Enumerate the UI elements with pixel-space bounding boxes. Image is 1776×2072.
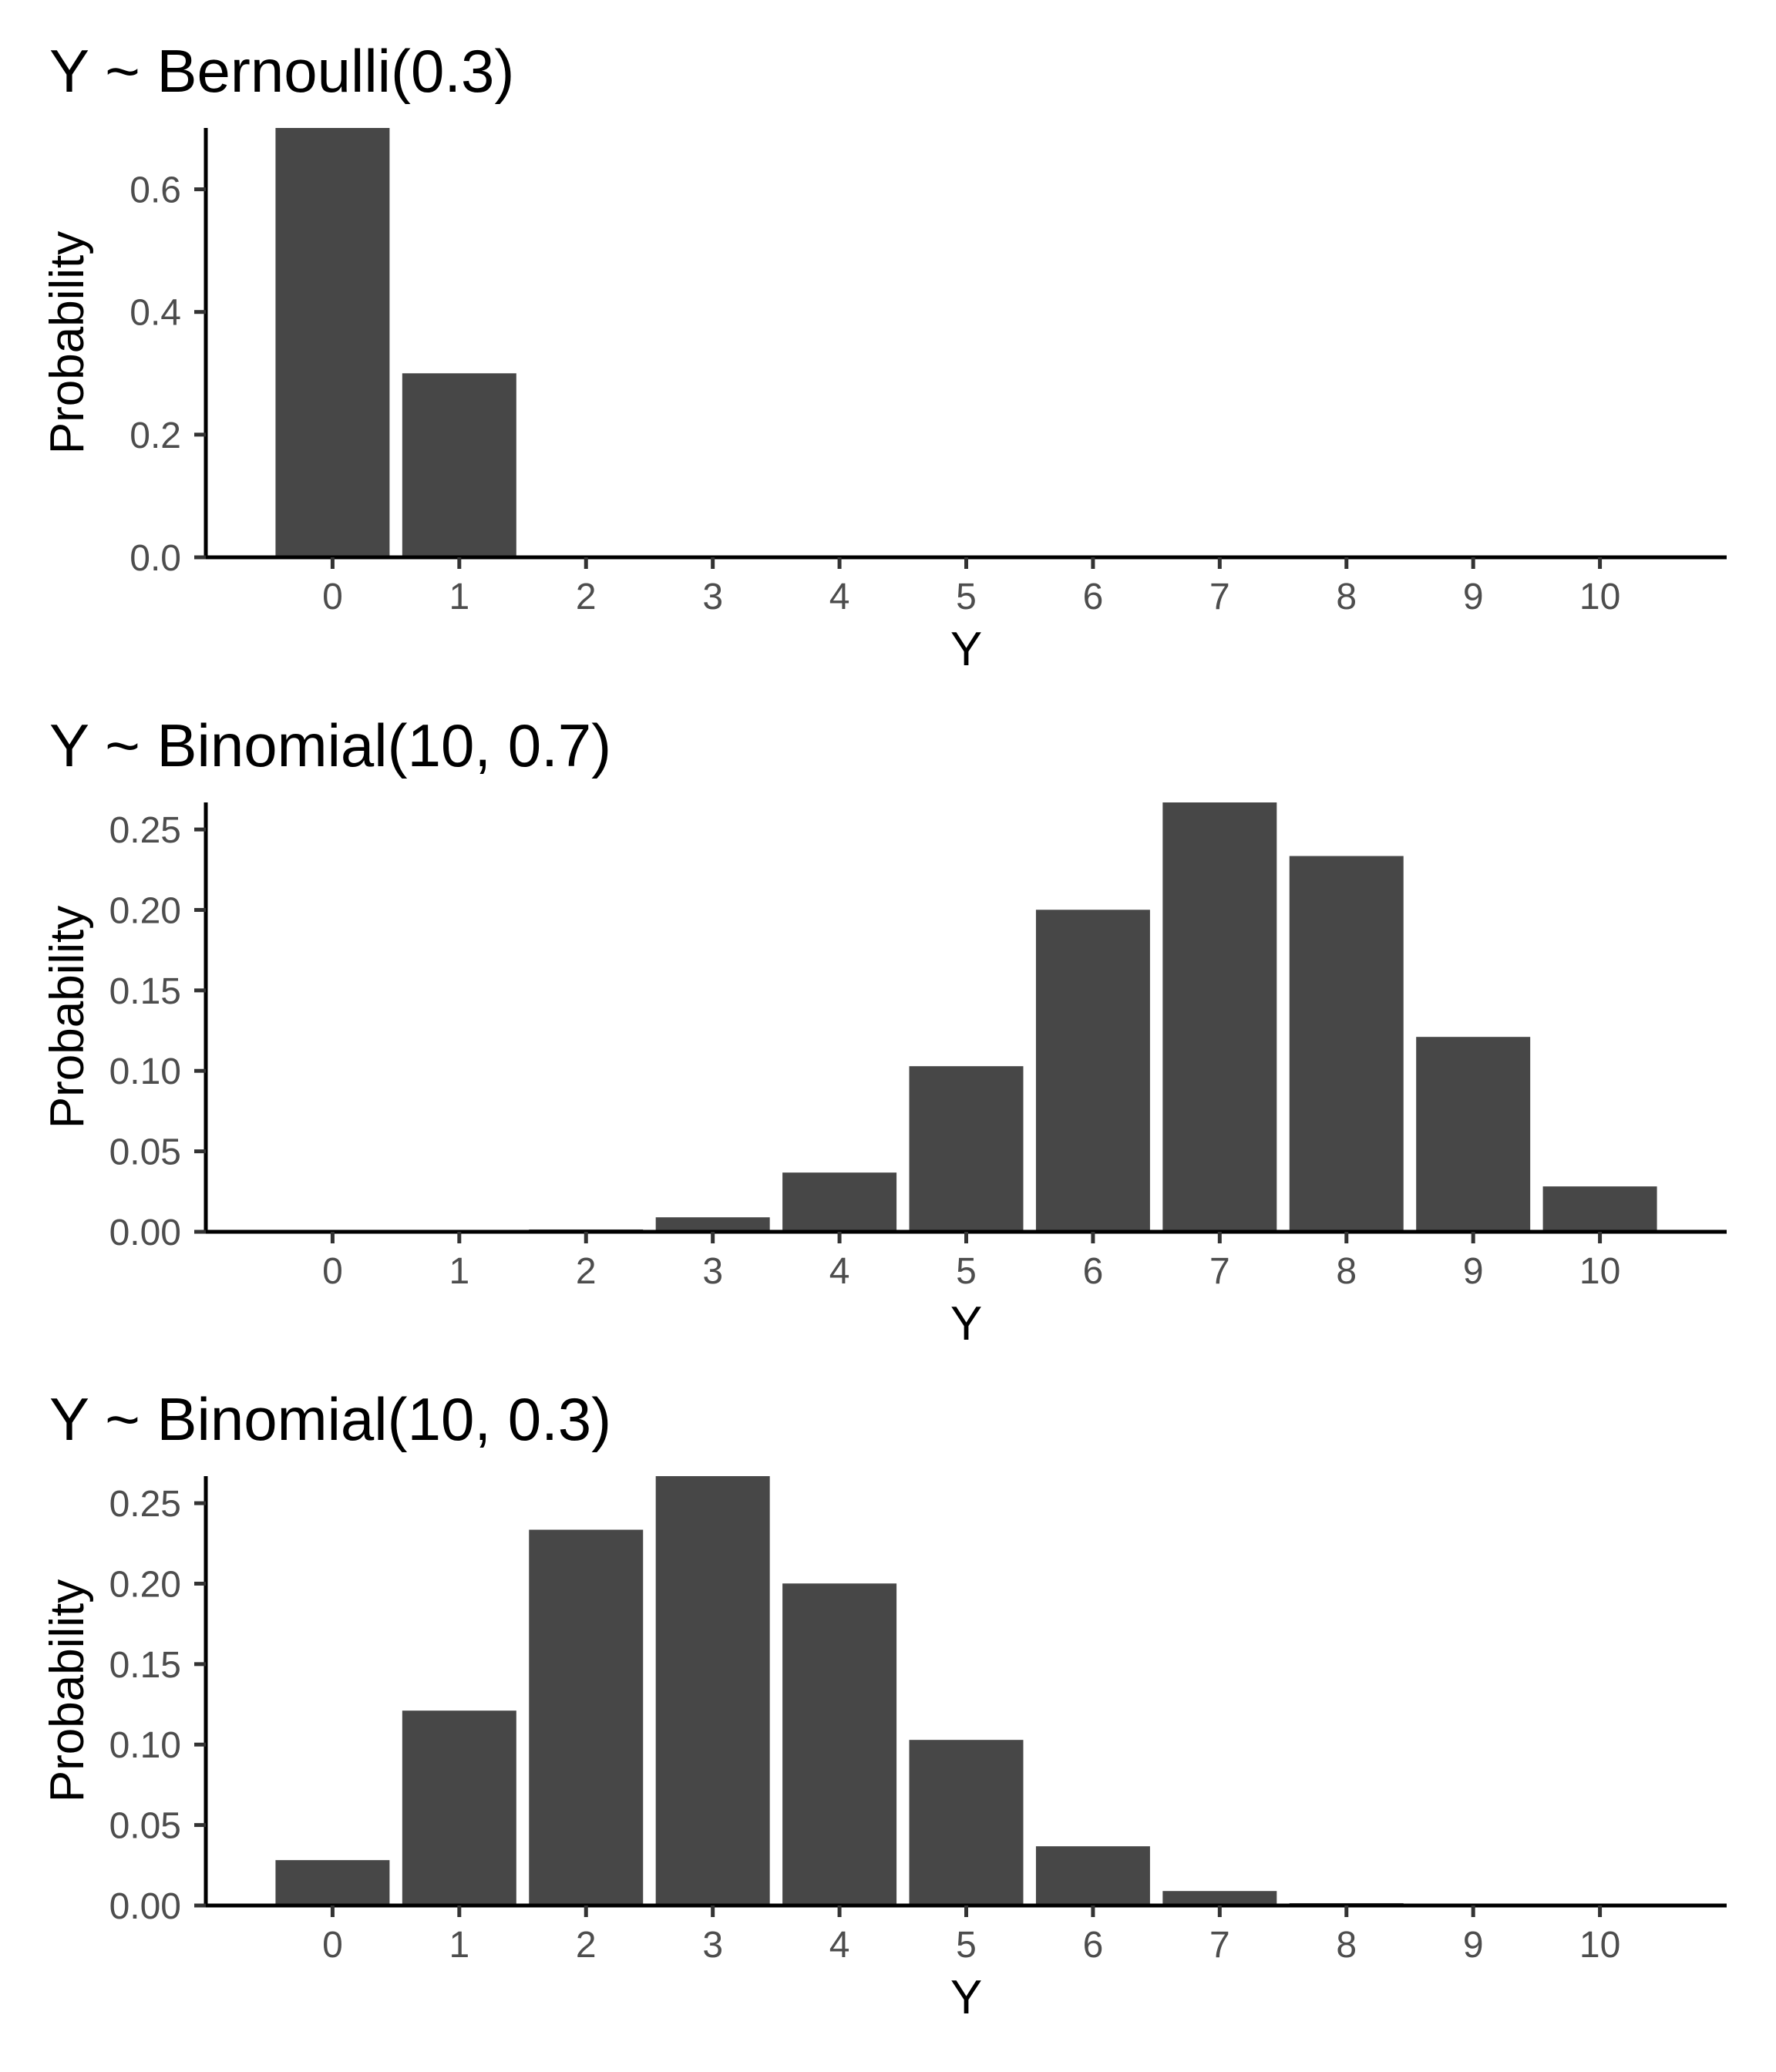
bar-3 [655, 1217, 770, 1232]
y-tick-label: 0.00 [109, 1886, 181, 1927]
bar-7 [1162, 1891, 1277, 1906]
bar-3 [655, 1476, 770, 1906]
bar-1 [402, 373, 516, 557]
x-tick-label: 5 [956, 577, 977, 617]
y-tick-label: 0.15 [109, 971, 181, 1012]
x-tick-label: 1 [449, 1251, 469, 1292]
bar-5 [909, 1740, 1024, 1906]
y-tick-label: 0.6 [130, 170, 181, 211]
panel-title: Y ~ Binomial(10, 0.3) [49, 1385, 611, 1453]
axes: 0.0 0.2 0.4 0.6 0 1 2 3 4 5 6 7 8 9 10 [130, 128, 1727, 617]
y-tick-label: 0.15 [109, 1645, 181, 1686]
x-tick-label: 10 [1579, 577, 1620, 617]
x-tick-label: 3 [702, 1251, 723, 1292]
panel-title: Y ~ Binomial(10, 0.7) [49, 711, 611, 779]
bar-5 [909, 1066, 1024, 1232]
bar-6 [1035, 910, 1150, 1232]
y-tick-label: 0.4 [130, 293, 181, 334]
bar-4 [782, 1583, 897, 1906]
bar-9 [1416, 1037, 1531, 1232]
x-tick-label: 0 [322, 1925, 343, 1966]
x-tick-label: 7 [1209, 1251, 1230, 1292]
bar-1 [402, 1710, 516, 1906]
x-tick-label: 9 [1463, 577, 1484, 617]
bars [275, 128, 516, 557]
bar-2 [529, 1529, 644, 1906]
y-axis-title: Probability [41, 906, 94, 1128]
y-tick-label: 0.20 [109, 1564, 181, 1605]
bars [275, 1476, 1657, 1906]
bars [275, 802, 1657, 1232]
bar-4 [782, 1172, 897, 1232]
x-tick-label: 4 [829, 1925, 850, 1966]
x-tick-label: 5 [956, 1925, 977, 1966]
x-tick-label: 9 [1463, 1925, 1484, 1966]
x-tick-label: 1 [449, 577, 469, 617]
axes: 0.00 0.05 0.10 0.15 0.20 0.25 0 1 2 3 4 5 6 7 8 9 10 [109, 1476, 1727, 1966]
x-tick-label: 9 [1463, 1251, 1484, 1292]
panel-bernoulli: Y ~ Bernoulli(0.3) Probability Y 0.00.20… [41, 37, 1727, 676]
x-tick-label: 6 [1083, 1925, 1104, 1966]
x-tick-label: 7 [1209, 1925, 1230, 1966]
panel-title: Y ~ Bernoulli(0.3) [49, 37, 514, 105]
x-tick-label: 5 [956, 1251, 977, 1292]
bar-7 [1162, 802, 1277, 1232]
x-tick-label: 8 [1336, 1251, 1357, 1292]
x-axis-title: Y [950, 1297, 982, 1350]
x-tick-label: 7 [1209, 577, 1230, 617]
x-axis-title: Y [950, 623, 982, 676]
y-tick-label: 0.20 [109, 890, 181, 931]
y-tick-label: 0.0 [130, 538, 181, 579]
x-tick-label: 2 [576, 1251, 597, 1292]
y-tick-label: 0.05 [109, 1806, 181, 1847]
bar-6 [1035, 1846, 1150, 1906]
x-tick-label: 2 [576, 1925, 597, 1966]
x-tick-label: 4 [829, 1251, 850, 1292]
x-tick-label: 2 [576, 577, 597, 617]
bar-0 [275, 1860, 390, 1906]
y-axis-title: Probability [41, 231, 94, 454]
bar-8 [1289, 856, 1404, 1232]
y-tick-label: 0.25 [109, 810, 181, 851]
x-tick-label: 0 [322, 1251, 343, 1292]
x-axis-title: Y [950, 1971, 982, 2024]
x-tick-label: 10 [1579, 1251, 1620, 1292]
y-tick-label: 0.00 [109, 1213, 181, 1253]
y-tick-label: 0.10 [109, 1051, 181, 1092]
y-tick-label: 0.25 [109, 1484, 181, 1525]
x-tick-label: 10 [1579, 1925, 1620, 1966]
y-tick-label: 0.2 [130, 415, 181, 456]
x-tick-label: 0 [322, 577, 343, 617]
x-tick-label: 8 [1336, 1925, 1357, 1966]
panel-binomial-10-0.3: Y ~ Binomial(10, 0.3) Probability Y 0.00… [41, 1385, 1727, 2024]
x-tick-label: 6 [1083, 577, 1104, 617]
panel-binomial-10-0.7: Y ~ Binomial(10, 0.7) Probability Y 0.00… [41, 711, 1727, 1350]
x-tick-label: 3 [702, 1925, 723, 1966]
y-tick-label: 0.05 [109, 1132, 181, 1173]
y-axis-title: Probability [41, 1579, 94, 1802]
x-tick-label: 3 [702, 577, 723, 617]
y-tick-label: 0.10 [109, 1725, 181, 1766]
axes: 0.00 0.05 0.10 0.15 0.20 0.25 0 1 2 3 4 5 6 7 8 9 10 [109, 802, 1727, 1292]
x-tick-label: 6 [1083, 1251, 1104, 1292]
bar-0 [275, 128, 390, 557]
x-tick-label: 8 [1336, 577, 1357, 617]
x-tick-label: 4 [829, 577, 850, 617]
x-tick-label: 1 [449, 1925, 469, 1966]
bar-10 [1542, 1186, 1657, 1232]
